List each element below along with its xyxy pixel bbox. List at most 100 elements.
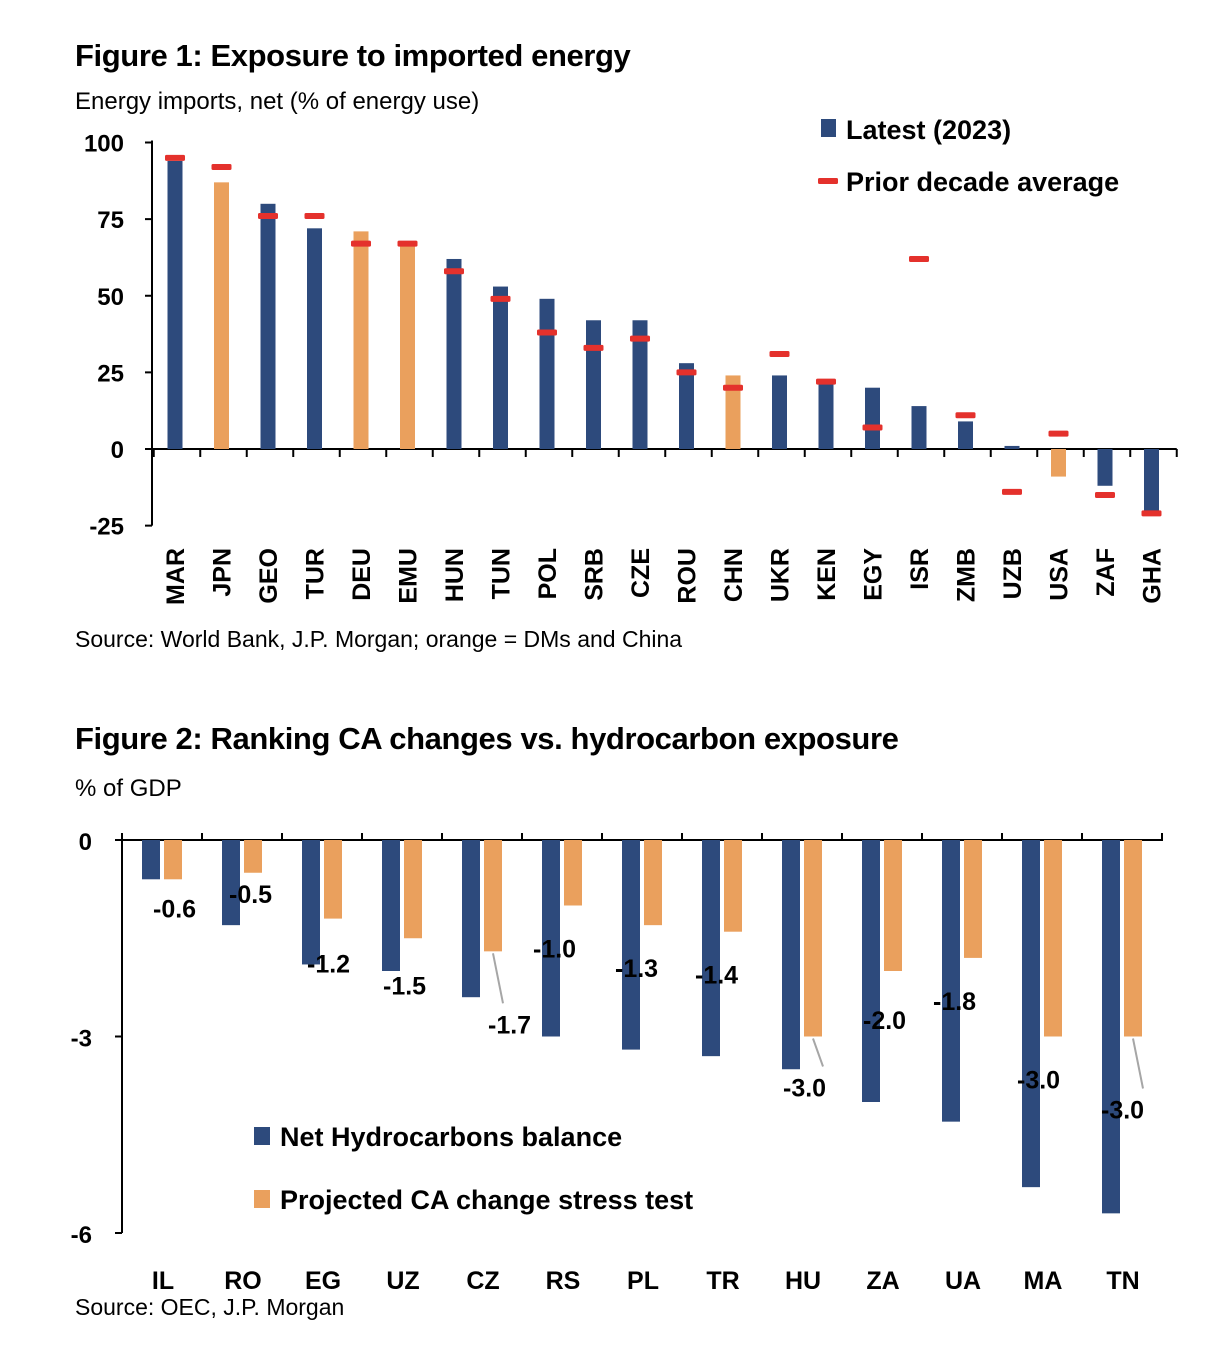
bar-ukr bbox=[772, 375, 787, 449]
x-category-label: CZ bbox=[466, 1267, 499, 1295]
bar-projected-ca-ma bbox=[1044, 840, 1062, 1037]
bar-projected-ca-eg bbox=[324, 840, 342, 919]
data-label-leader bbox=[812, 1038, 824, 1067]
figure2-chart: 0 -3 -6 -0.6 IL -0.5 RO -1.2 EG -1.5 UZ -1.7 CZ -1.0 R… bbox=[71, 829, 1163, 1295]
x-category-label: TN bbox=[1106, 1267, 1139, 1295]
bar-net-hydrocarbons-rs bbox=[542, 840, 560, 1037]
data-label-tr: -1.4 bbox=[695, 962, 738, 990]
x-category-label: SRB bbox=[581, 548, 609, 601]
prior-avg-marker-tun bbox=[490, 295, 511, 302]
y-tick-label: 0 bbox=[79, 829, 92, 856]
data-label-leader bbox=[492, 953, 504, 1004]
prior-avg-marker-srb bbox=[583, 344, 604, 351]
bar-egy bbox=[865, 387, 880, 449]
bar-pol bbox=[539, 298, 555, 449]
bar-ken bbox=[818, 381, 834, 449]
figure1-subtitle: Energy imports, net (% of energy use) bbox=[75, 88, 480, 115]
figure1-chart: 100 75 50 25 0 -25 MAR JPN GEO TUR DEU EMU HUN TUN POL… bbox=[84, 115, 1178, 605]
x-category-label: EMU bbox=[395, 548, 423, 604]
data-label-leader bbox=[1132, 1038, 1144, 1089]
figure2-subtitle: % of GDP bbox=[75, 775, 182, 802]
bar-projected-ca-tn bbox=[1124, 840, 1142, 1037]
data-label-eg: -1.2 bbox=[307, 951, 350, 979]
bar-jpn bbox=[214, 182, 229, 449]
prior-avg-marker-mar bbox=[165, 154, 185, 161]
x-category-label: MA bbox=[1024, 1267, 1063, 1295]
legend-swatch-net-hydrocarbons bbox=[254, 1127, 270, 1145]
figure1-title: Figure 1: Exposure to imported energy bbox=[75, 38, 631, 73]
prior-avg-marker-cze bbox=[630, 335, 650, 342]
bar-tun bbox=[493, 286, 508, 449]
bar-hun bbox=[446, 258, 462, 449]
prior-avg-marker-deu bbox=[351, 240, 371, 247]
bar-projected-ca-pl bbox=[644, 840, 662, 926]
bar-projected-ca-tr bbox=[724, 840, 742, 932]
x-category-label: UA bbox=[945, 1267, 981, 1295]
x-category-label: DEU bbox=[348, 548, 376, 601]
y-tick-label: 75 bbox=[97, 207, 124, 234]
x-category-label: ROU bbox=[674, 548, 702, 604]
bar-cze bbox=[632, 320, 648, 449]
x-category-label: TUN bbox=[488, 548, 516, 599]
bar-net-hydrocarbons-hu bbox=[782, 840, 800, 1070]
x-category-label: RS bbox=[546, 1267, 581, 1295]
bar-projected-ca-cz bbox=[484, 840, 502, 952]
x-category-label: KEN bbox=[813, 548, 841, 601]
x-category-label: HUN bbox=[441, 548, 469, 602]
prior-avg-marker-usa bbox=[1048, 430, 1069, 437]
prior-avg-marker-chn bbox=[723, 384, 743, 391]
legend-swatch-prior-average bbox=[818, 178, 838, 184]
data-label-hu: -3.0 bbox=[783, 1075, 826, 1103]
data-label-ua: -1.8 bbox=[933, 988, 976, 1016]
bar-usa bbox=[1051, 449, 1066, 477]
x-category-label: PL bbox=[627, 1267, 659, 1295]
bar-projected-ca-za bbox=[884, 840, 902, 971]
bar-tur bbox=[307, 228, 322, 449]
data-label-ro: -0.5 bbox=[229, 881, 272, 909]
prior-avg-marker-jpn bbox=[211, 164, 232, 171]
data-label-uz: -1.5 bbox=[383, 972, 426, 1000]
bar-net-hydrocarbons-eg bbox=[302, 840, 320, 965]
bar-net-hydrocarbons-tr bbox=[702, 840, 720, 1057]
x-category-label: USA bbox=[1046, 548, 1074, 601]
bar-srb bbox=[586, 320, 601, 449]
legend-label-net-hydrocarbons: Net Hydrocarbons balance bbox=[280, 1122, 622, 1152]
x-category-label: ZA bbox=[866, 1267, 899, 1295]
x-category-label: TR bbox=[706, 1267, 739, 1295]
bar-net-hydrocarbons-ma bbox=[1022, 840, 1040, 1188]
bar-chn bbox=[725, 375, 741, 449]
data-label-ma: -3.0 bbox=[1017, 1067, 1060, 1095]
x-category-label: JPN bbox=[209, 548, 237, 597]
data-label-pl: -1.3 bbox=[615, 955, 658, 983]
data-label-tn: -3.0 bbox=[1101, 1097, 1144, 1125]
data-label-il: -0.6 bbox=[153, 895, 196, 923]
x-category-label: EG bbox=[305, 1267, 341, 1295]
bar-gha bbox=[1144, 449, 1159, 514]
prior-avg-marker-hun bbox=[444, 268, 464, 275]
data-label-za: -2.0 bbox=[863, 1007, 906, 1035]
prior-avg-marker-uzb bbox=[1002, 488, 1022, 495]
legend-label-prior-average: Prior decade average bbox=[846, 167, 1119, 197]
bar-net-hydrocarbons-ro bbox=[222, 840, 240, 926]
y-tick-label: -3 bbox=[71, 1026, 92, 1053]
y-tick-label: 0 bbox=[111, 437, 124, 464]
prior-avg-marker-zmb bbox=[955, 412, 976, 419]
bar-deu bbox=[353, 231, 369, 449]
x-category-label: CHN bbox=[720, 548, 748, 602]
x-category-label: UKR bbox=[767, 548, 795, 602]
x-category-label: IL bbox=[152, 1267, 174, 1295]
prior-avg-marker-zaf bbox=[1095, 491, 1115, 498]
prior-avg-marker-gha bbox=[1141, 510, 1162, 517]
bar-emu bbox=[400, 243, 415, 449]
bar-mar bbox=[167, 160, 183, 449]
x-category-label: GHA bbox=[1139, 548, 1167, 604]
bar-projected-ca-il bbox=[164, 840, 182, 880]
figure1-source: Source: World Bank, J.P. Morgan; orange … bbox=[75, 626, 683, 652]
prior-avg-marker-emu bbox=[397, 240, 418, 247]
legend-swatch-latest bbox=[821, 119, 836, 137]
x-category-label: CZE bbox=[627, 548, 655, 598]
x-category-label: GEO bbox=[255, 548, 283, 604]
bar-projected-ca-rs bbox=[564, 840, 582, 906]
bar-net-hydrocarbons-uz bbox=[382, 840, 400, 971]
data-label-rs: -1.0 bbox=[533, 936, 576, 964]
